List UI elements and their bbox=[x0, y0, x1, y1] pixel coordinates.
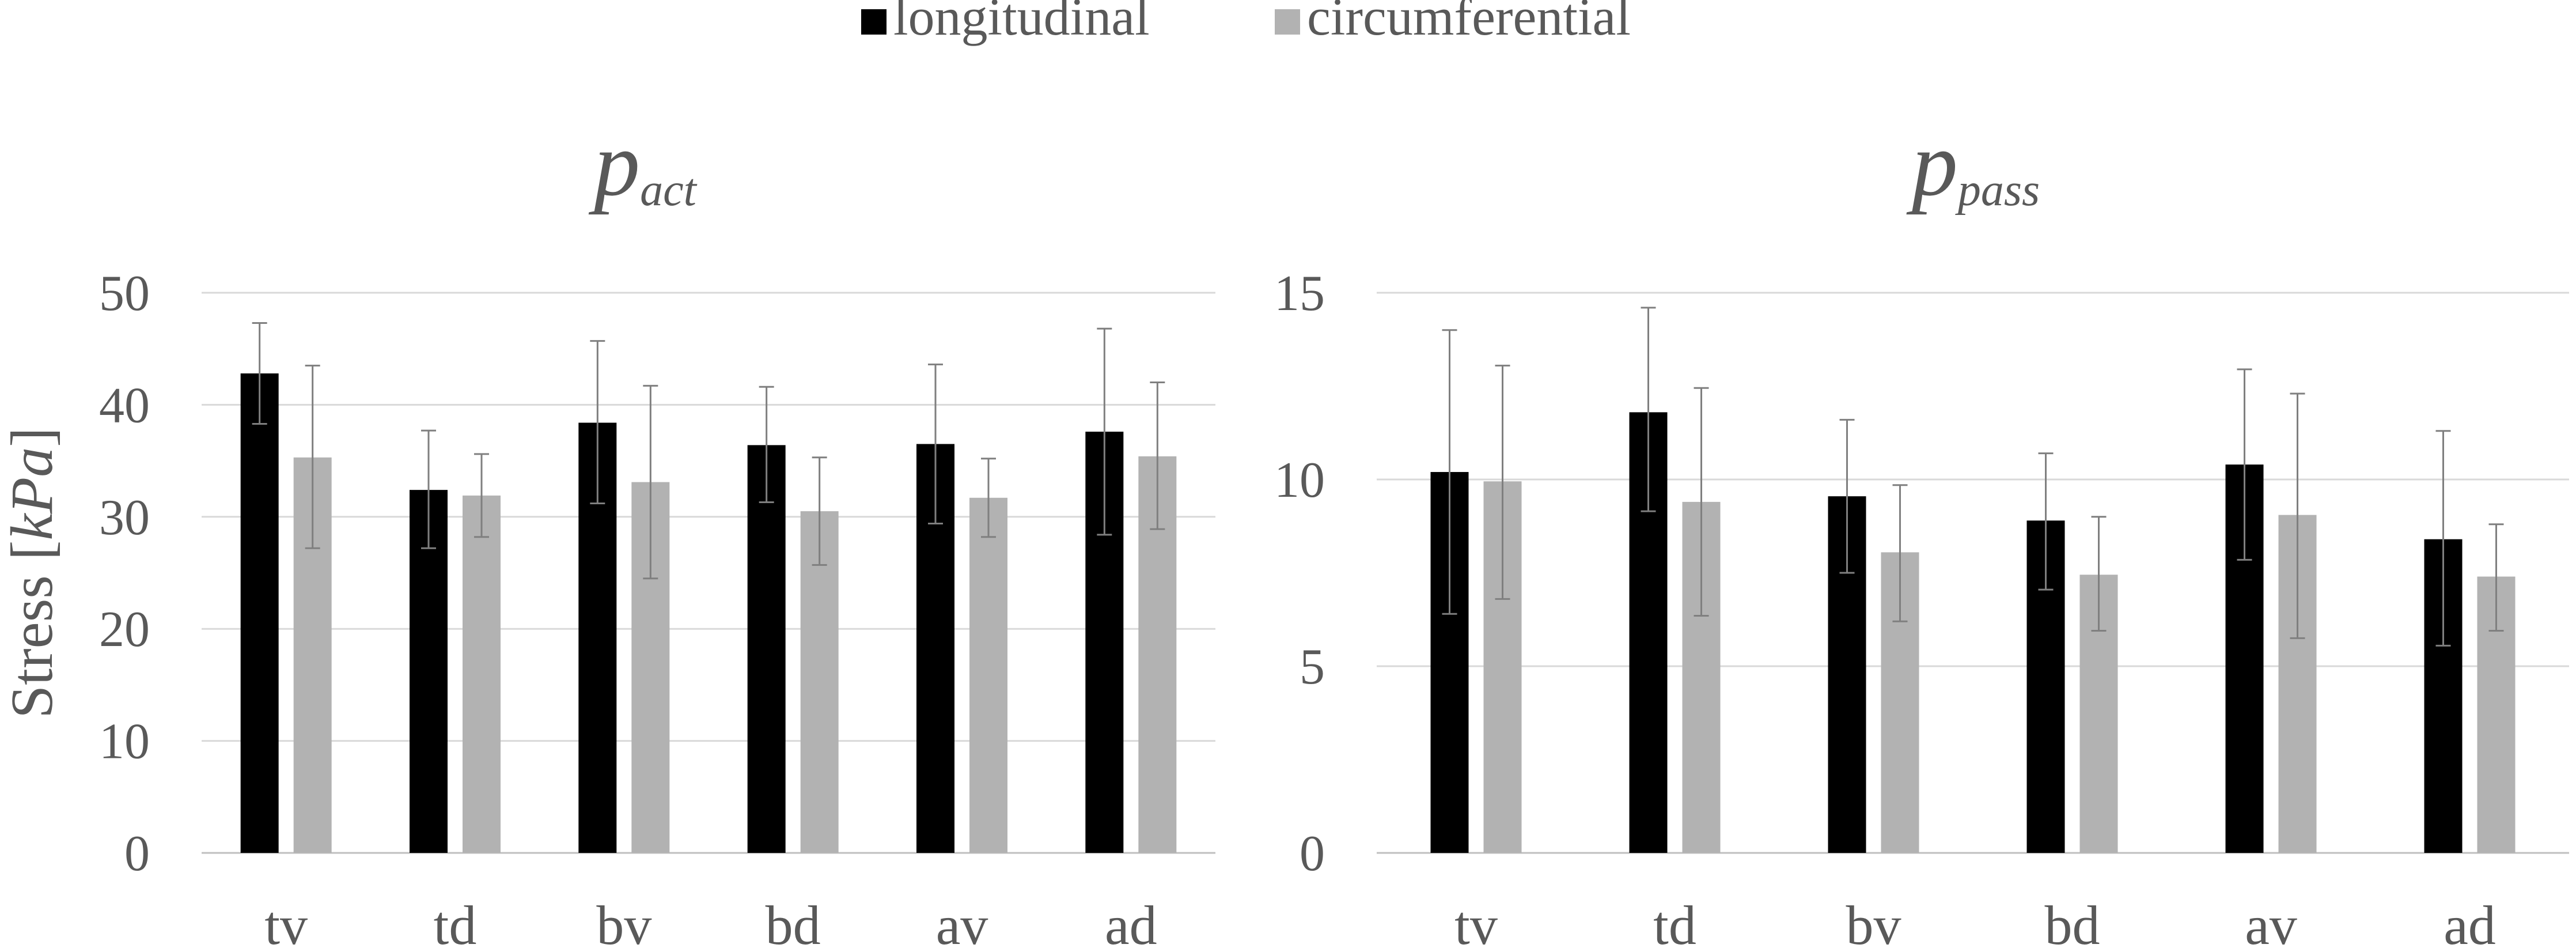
legend-label-0: longitudinal bbox=[893, 0, 1150, 46]
chart-p-act: pact 0 10 20 30 40 50 Stress [kPa] tv td bv bd av ad bbox=[0, 112, 1215, 948]
x-tick-label: bd bbox=[766, 894, 821, 948]
bar-longitudinal-td bbox=[410, 490, 448, 853]
y-tick-label: 50 bbox=[99, 266, 150, 322]
x-tick-label: bv bbox=[1846, 894, 1901, 948]
y-tick-label: 10 bbox=[99, 714, 150, 770]
legend-swatch-1 bbox=[1275, 9, 1300, 35]
chart-title-symbol: p bbox=[1906, 112, 1958, 215]
chart-title: ppass bbox=[1906, 112, 2040, 216]
y-tick-label: 0 bbox=[124, 826, 150, 882]
chart-title: pact bbox=[588, 112, 698, 216]
x-tick-label: td bbox=[434, 894, 477, 948]
x-tick-label: tv bbox=[264, 894, 308, 948]
x-tick-label: ad bbox=[2444, 894, 2496, 948]
chart-title-subscript: pass bbox=[1955, 165, 2040, 216]
y-axis-label-prefix: Stress [ bbox=[0, 541, 65, 719]
x-tick-label: bd bbox=[2045, 894, 2100, 948]
chart-title-subscript: act bbox=[640, 165, 698, 216]
y-axis-label-unit: kPa bbox=[0, 447, 65, 541]
y-tick-label: 10 bbox=[1274, 452, 1325, 508]
x-tick-label: tv bbox=[1454, 894, 1498, 948]
legend-label-1: circumferential bbox=[1307, 0, 1631, 46]
x-tick-label: td bbox=[1653, 894, 1696, 948]
bar-longitudinal-tv bbox=[240, 373, 279, 853]
y-tick-label: 40 bbox=[99, 377, 150, 433]
x-tick-label: av bbox=[2245, 894, 2297, 948]
legend-swatch-0 bbox=[861, 9, 887, 35]
chart-title-symbol: p bbox=[588, 112, 640, 215]
y-tick-label: 20 bbox=[99, 602, 150, 658]
chart-p-pass: ppass 0 5 10 15 tv td bv bd av ad bbox=[1274, 112, 2569, 948]
x-tick-label: bv bbox=[596, 894, 651, 948]
bar-circumferential-bd bbox=[800, 511, 839, 853]
bar-circumferential-td bbox=[463, 495, 501, 853]
y-tick-label: 15 bbox=[1274, 266, 1325, 322]
y-axis-label-suffix: ] bbox=[0, 427, 65, 447]
x-tick-label: ad bbox=[1105, 894, 1157, 948]
x-tick-label: av bbox=[936, 894, 988, 948]
bar-longitudinal-bd bbox=[747, 445, 786, 853]
y-axis-label: Stress [kPa] bbox=[0, 427, 65, 718]
y-tick-label: 30 bbox=[99, 490, 150, 546]
y-tick-label: 0 bbox=[1300, 826, 1325, 882]
y-tick-label: 5 bbox=[1300, 639, 1325, 695]
bar-circumferential-av bbox=[969, 497, 1007, 853]
legend: longitudinal circumferential bbox=[861, 0, 1631, 46]
